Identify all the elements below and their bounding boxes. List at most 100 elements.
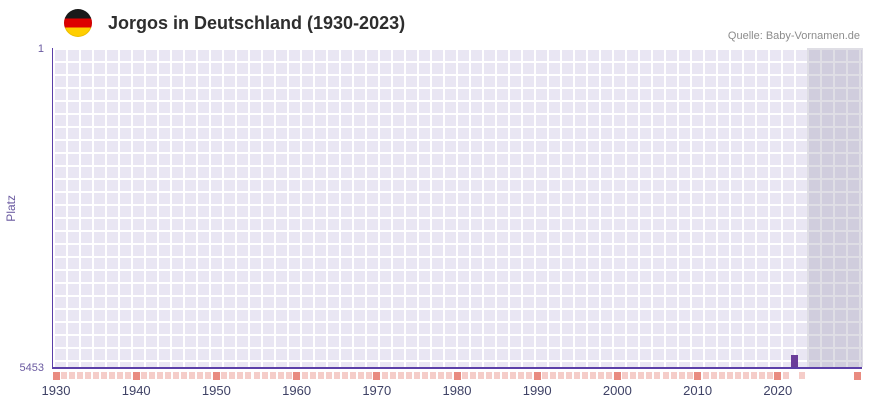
unranked-year-tick — [421, 372, 428, 379]
x-axis-label: 1930 — [41, 383, 71, 398]
rank-bar[interactable] — [791, 355, 799, 367]
unranked-year-tick — [173, 372, 180, 379]
unranked-year-tick — [574, 372, 581, 379]
decade-tick — [373, 372, 381, 380]
unranked-year-tick — [654, 372, 661, 379]
unranked-year-tick — [221, 372, 228, 379]
x-axis-label: 2010 — [683, 383, 713, 398]
x-axis-label: 1940 — [121, 383, 151, 398]
unranked-year-tick — [742, 372, 749, 379]
unranked-year-tick — [277, 372, 284, 379]
unranked-year-tick — [429, 372, 436, 379]
unranked-year-tick — [670, 372, 677, 379]
unranked-year-tick — [245, 372, 252, 379]
source-credit: Quelle: Baby-Vornamen.de — [727, 30, 860, 42]
unranked-year-tick — [229, 372, 236, 379]
decade-tick — [854, 372, 862, 380]
unranked-year-tick — [181, 372, 188, 379]
unranked-year-tick — [365, 372, 372, 379]
x-axis-label: 1950 — [201, 383, 231, 398]
unranked-year-tick — [197, 372, 204, 379]
unranked-year-tick — [750, 372, 757, 379]
unranked-year-tick — [470, 372, 477, 379]
y-tick-label-top: 1 — [37, 43, 44, 55]
unranked-year-tick — [141, 372, 148, 379]
x-axis-label: 2020 — [763, 383, 793, 398]
x-axis-label: 1970 — [362, 383, 392, 398]
unranked-year-tick — [189, 372, 196, 379]
x-axis-ticks — [52, 372, 862, 381]
unranked-year-tick — [381, 372, 388, 379]
unranked-year-tick — [550, 372, 557, 379]
unranked-year-tick — [317, 372, 324, 379]
unranked-year-tick — [349, 372, 356, 379]
unranked-year-tick — [766, 372, 773, 379]
unranked-year-tick — [69, 372, 76, 379]
unranked-year-tick — [486, 372, 493, 379]
unranked-year-tick — [125, 372, 132, 379]
decade-tick — [774, 372, 782, 380]
x-axis-label: 2000 — [602, 383, 632, 398]
unranked-year-tick — [253, 372, 260, 379]
unranked-year-tick — [798, 372, 805, 379]
unranked-year-tick — [718, 372, 725, 379]
unranked-year-tick — [93, 372, 100, 379]
german-flag-icon — [64, 9, 92, 37]
plot-area — [52, 48, 863, 369]
unranked-year-tick — [357, 372, 364, 379]
unranked-year-tick — [285, 372, 292, 379]
unranked-year-tick — [341, 372, 348, 379]
unranked-year-tick — [149, 372, 156, 379]
x-axis-labels: 1930 1940 1950 1960 1970 1980 1990 2000 2010 2020 — [42, 383, 862, 399]
unranked-year-tick — [109, 372, 116, 379]
unranked-year-tick — [542, 372, 549, 379]
unranked-year-tick — [702, 372, 709, 379]
unranked-year-tick — [325, 372, 332, 379]
decade-tick — [694, 372, 702, 380]
decade-tick — [533, 372, 541, 380]
x-axis-label: 1990 — [522, 383, 552, 398]
unranked-year-tick — [101, 372, 108, 379]
unranked-year-tick — [397, 372, 404, 379]
unranked-year-tick — [678, 372, 685, 379]
unranked-year-tick — [558, 372, 565, 379]
unranked-year-tick — [502, 372, 509, 379]
decade-tick — [293, 372, 301, 380]
unranked-year-tick — [413, 372, 420, 379]
unranked-year-tick — [734, 372, 741, 379]
unranked-year-tick — [261, 372, 268, 379]
unranked-year-tick — [478, 372, 485, 379]
unranked-year-tick — [85, 372, 92, 379]
unranked-year-tick — [638, 372, 645, 379]
unranked-year-tick — [782, 372, 789, 379]
unranked-year-tick — [526, 372, 533, 379]
decade-tick — [453, 372, 461, 380]
unranked-year-tick — [462, 372, 469, 379]
unranked-year-tick — [333, 372, 340, 379]
unranked-year-tick — [758, 372, 765, 379]
future-band — [806, 48, 863, 367]
y-axis-title: Platz — [4, 195, 18, 222]
x-axis-label: 1960 — [282, 383, 312, 398]
unranked-year-tick — [606, 372, 613, 379]
unranked-year-tick — [662, 372, 669, 379]
decade-tick — [132, 372, 140, 380]
decade-tick — [52, 372, 60, 380]
unranked-year-tick — [622, 372, 629, 379]
unranked-year-tick — [494, 372, 501, 379]
unranked-year-tick — [598, 372, 605, 379]
unranked-year-tick — [710, 372, 717, 379]
y-tick-label-bottom: 5453 — [19, 362, 44, 374]
unranked-year-tick — [630, 372, 637, 379]
unranked-year-tick — [157, 372, 164, 379]
unranked-year-tick — [61, 372, 68, 379]
unranked-year-tick — [117, 372, 124, 379]
decade-tick — [212, 372, 220, 380]
unranked-year-tick — [566, 372, 573, 379]
unranked-year-tick — [77, 372, 84, 379]
unranked-year-tick — [445, 372, 452, 379]
unranked-year-tick — [405, 372, 412, 379]
unranked-year-tick — [165, 372, 172, 379]
unranked-year-tick — [590, 372, 597, 379]
